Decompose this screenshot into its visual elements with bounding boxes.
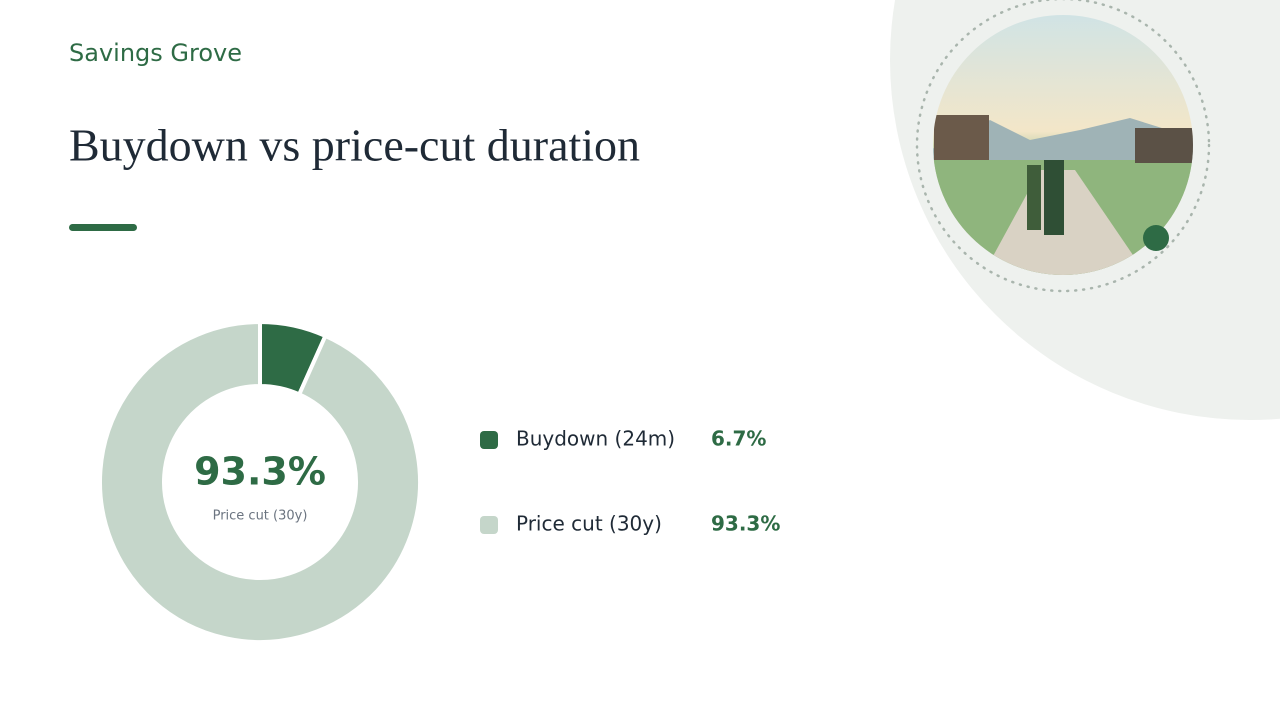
brand: Savings Grove — [69, 39, 242, 67]
dotted-ring — [915, 0, 1211, 293]
legend-swatch — [480, 431, 498, 449]
legend-label: Buydown (24m) — [516, 427, 675, 451]
legend-label: Price cut (30y) — [516, 512, 662, 536]
title-rule — [69, 224, 137, 231]
chart-title: Buydown vs price-cut duration — [69, 120, 640, 171]
donut-chart: 93.3% Price cut (30y) Buydown (24m) 6.7% Pri… — [98, 319, 780, 644]
legend-value: 93.3% — [711, 512, 780, 536]
donut-segment — [98, 319, 422, 644]
center-value: 93.3% — [194, 450, 326, 494]
center-label: Price cut (30y) — [213, 509, 308, 524]
decor-dot — [1143, 225, 1169, 251]
legend-swatch — [480, 516, 498, 534]
legend-value: 6.7% — [711, 427, 766, 451]
